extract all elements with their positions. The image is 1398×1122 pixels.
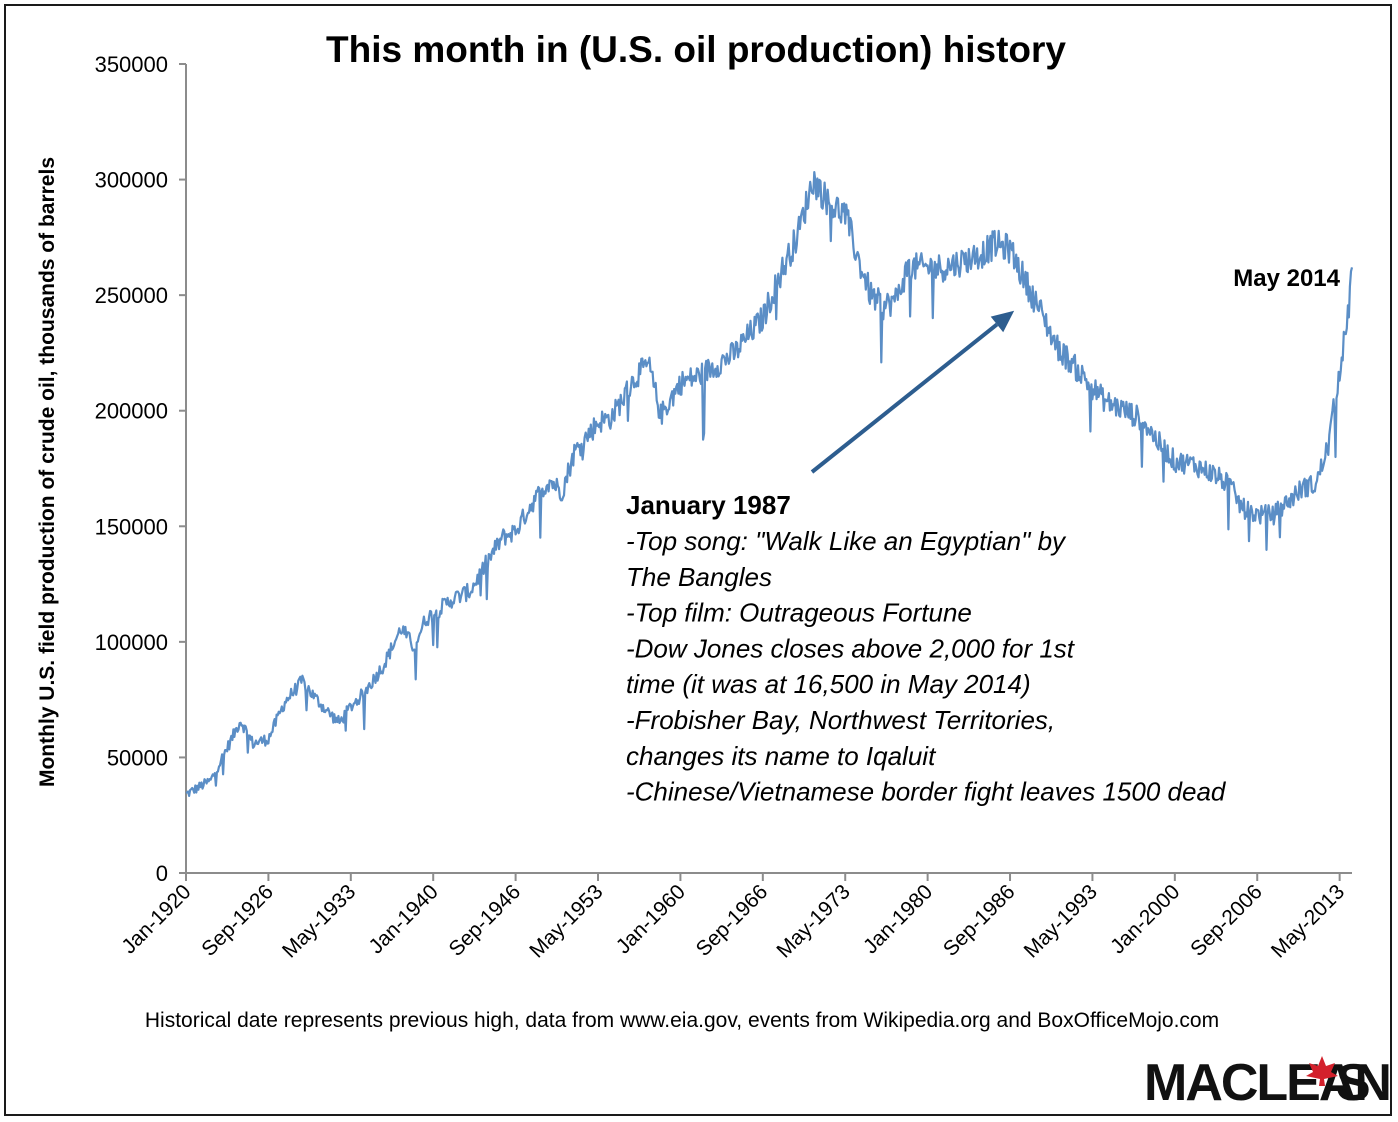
arrow-head bbox=[990, 310, 1015, 333]
x-tick-label: May-1953 bbox=[525, 880, 607, 962]
y-tick-label: 300000 bbox=[95, 168, 168, 193]
annotation-line: -Top song: "Walk Like an Egyptian" by bbox=[626, 526, 1067, 556]
y-tick-label: 350000 bbox=[95, 52, 168, 77]
x-tick-label: Jan-1980 bbox=[859, 880, 937, 958]
annotation-line: -Top film: Outrageous Fortune bbox=[626, 598, 972, 628]
annotation-line: -Chinese/Vietnamese border fight leaves … bbox=[626, 777, 1227, 807]
y-tick-label: 200000 bbox=[95, 399, 168, 424]
annotation-line: The Bangles bbox=[626, 562, 772, 592]
y-axis-label: Monthly U.S. field production of crude o… bbox=[36, 157, 59, 787]
y-tick-label: 250000 bbox=[95, 283, 168, 308]
x-ticks: Jan-1920 Sep-1926 May-1933 Jan-1940 Sep-1946… bbox=[117, 873, 1349, 963]
chart-frame: This month in (U.S. oil production) hist… bbox=[4, 4, 1392, 1116]
y-tick-label: 100000 bbox=[95, 630, 168, 655]
annotation-box: January 1987 -Top song: "Walk Like an Eg… bbox=[626, 490, 1227, 807]
axes bbox=[185, 64, 1352, 874]
series-line-oil-production bbox=[185, 171, 1354, 797]
end-point-label: May 2014 bbox=[1233, 265, 1340, 292]
annotation-line: -Dow Jones closes above 2,000 for 1st bbox=[626, 633, 1076, 663]
y-tick-label: 150000 bbox=[95, 514, 168, 539]
y-tick-label: 0 bbox=[156, 861, 168, 886]
source-note: Historical date represents previous high… bbox=[145, 1009, 1219, 1032]
y-ticks: 0 50000 100000 150000 200000 250000 300000 3500… bbox=[95, 52, 186, 886]
chart-title: This month in (U.S. oil production) hist… bbox=[326, 29, 1066, 70]
maple-leaf-icon bbox=[1306, 1056, 1338, 1086]
annotation-line: time (it was at 16,500 in May 2014) bbox=[626, 669, 1031, 699]
y-tick-label: 50000 bbox=[107, 745, 168, 770]
x-tick-label: Jan-1960 bbox=[612, 880, 690, 958]
annotation-line: changes its name to Iqaluit bbox=[626, 741, 937, 771]
macleans-logo: MACLEAN S bbox=[1144, 1054, 1392, 1112]
annotation-line: -Frobisher Bay, Northwest Territories, bbox=[626, 705, 1055, 735]
x-tick-label: Sep-1926 bbox=[197, 880, 278, 961]
x-tick-label: Jan-2000 bbox=[1106, 880, 1184, 958]
x-tick-label: Sep-1946 bbox=[444, 880, 525, 961]
x-tick-label: Sep-2006 bbox=[1186, 880, 1267, 961]
x-tick-label: May-1933 bbox=[278, 880, 360, 962]
x-tick-label: May-1973 bbox=[772, 880, 854, 962]
x-tick-label: Sep-1966 bbox=[692, 880, 773, 961]
annotation-heading: January 1987 bbox=[626, 490, 791, 520]
logo-text-main: MACLEAN bbox=[1144, 1054, 1390, 1112]
arrow-shaft bbox=[810, 322, 999, 474]
logo-text-end: S bbox=[1336, 1054, 1369, 1112]
line-chart: This month in (U.S. oil production) hist… bbox=[36, 29, 1392, 1112]
x-tick-label: Jan-1940 bbox=[365, 880, 443, 958]
x-tick-label: May-2013 bbox=[1267, 880, 1349, 962]
x-tick-label: Sep-1986 bbox=[939, 880, 1020, 961]
annotation-arrow bbox=[810, 310, 1015, 474]
x-tick-label: Jan-1920 bbox=[117, 880, 195, 958]
x-tick-label: May-1993 bbox=[1020, 880, 1102, 962]
